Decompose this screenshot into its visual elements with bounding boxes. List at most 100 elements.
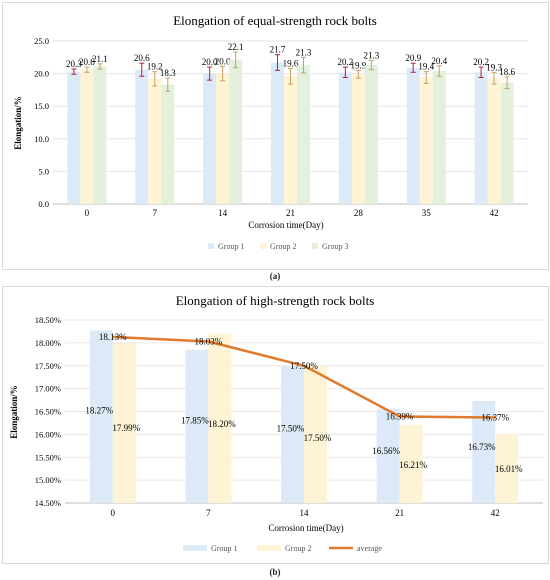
chart-a-bar [297, 65, 310, 205]
chart-a-bar [284, 76, 297, 204]
chart-a-x-tick-label: 14 [218, 208, 228, 218]
chart-b-y-tick-label: 15.00% [35, 475, 61, 485]
chart-b-legend-swatch [183, 545, 207, 551]
chart-b-y-tick-label: 16.00% [35, 429, 61, 439]
chart-b-y-tick-label: 18.50% [35, 315, 61, 325]
chart-a-data-label: 19.2 [147, 62, 163, 72]
chart-a-data-label: 20.3 [66, 59, 82, 69]
chart-a-title: Elongation of equal-strength rock bolts [173, 13, 377, 28]
chart-b-data-label: 16.01% [495, 464, 523, 474]
chart-b-x-tick-label: 21 [395, 508, 404, 518]
chart-a-y-axis-label: Elongation/% [13, 96, 23, 150]
chart-a-data-label: 20.9 [405, 53, 421, 63]
chart-a-bar [216, 73, 230, 204]
chart-b-bar [472, 400, 496, 503]
chart-b-data-label: 17.50% [277, 424, 305, 434]
chart-a-data-label: 20.0 [202, 57, 218, 67]
chart-b-average-line [112, 335, 496, 419]
chart-a-bar [67, 71, 81, 204]
chart-b-y-tick-label: 17.50% [35, 361, 61, 371]
chart-a-data-label: 18.3 [160, 68, 176, 78]
chart-b-data-label: 17.50% [304, 433, 332, 443]
chart-a-bar [406, 67, 420, 205]
chart-a-data-label: 20.0 [215, 56, 231, 66]
chart-b-data-label: 17.99% [112, 423, 140, 433]
chart-b-canvas: Elongation of high-strength rock bolts C… [9, 293, 543, 553]
chart-b-legend-label: Group 2 [285, 544, 311, 553]
chart-a-canvas: Elongation of equal-strength rock bolts … [13, 13, 528, 251]
chart-b-bar [376, 408, 400, 503]
chart-a-legend-swatch [260, 243, 266, 249]
chart-b-bar [112, 343, 136, 503]
chart-b-bar [281, 365, 304, 503]
caption-b: (b) [269, 567, 281, 577]
chart-a-data-label: 20.2 [337, 57, 353, 67]
chart-a-y-tick-label: 5.0 [38, 166, 49, 176]
chart-b-data-label: 17.85% [181, 415, 209, 425]
chart-a-bar [500, 82, 514, 204]
chart-a-data-label: 21.1 [92, 54, 108, 64]
chart-a-data-label: 21.7 [270, 45, 286, 55]
chart-a-data-label: 21.3 [363, 51, 379, 61]
chart-a-bar [229, 59, 243, 204]
chart-b-data-label: 16.21% [399, 460, 427, 470]
chart-a-x-tick-label: 7 [153, 208, 158, 218]
chart-b-legend-label: average [357, 544, 382, 553]
chart-a-y-tick-label: 0.0 [38, 199, 49, 209]
chart-b-data-label: 16.73% [468, 442, 496, 452]
chart-b-x-axis-label: Corrosion time(Day) [268, 523, 343, 533]
chart-b-average-label: 16.37% [481, 412, 509, 422]
chart-a-x-tick-label: 35 [422, 208, 432, 218]
caption-a: (a) [269, 271, 281, 281]
chart-b-title: Elongation of high-strength rock bolts [176, 293, 375, 308]
chart-b-average-label: 18.03% [195, 337, 223, 347]
chart-b-y-tick-label: 14.50% [35, 498, 61, 508]
chart-b-y-tick-label: 18.00% [35, 338, 61, 348]
chart-panel-b: Elongation of high-strength rock bolts C… [2, 286, 549, 564]
chart-a-bar [93, 66, 107, 204]
chart-a-data-label: 20.6 [79, 57, 95, 67]
chart-panel-a: Elongation of equal-strength rock bolts … [2, 2, 549, 270]
chart-a-legend-label: Group 1 [218, 242, 244, 251]
chart-b-y-tick-label: 15.50% [35, 452, 61, 462]
chart-a-x-axis-label: Corrosion time(Day) [248, 220, 323, 230]
chart-a-bar [161, 84, 175, 204]
chart-a-data-label: 19.9 [350, 60, 366, 70]
chart-a-bar [148, 78, 162, 204]
chart-a-y-tick-label: 25.0 [34, 36, 49, 46]
chart-a-data-label: 20.2 [473, 57, 489, 67]
chart-b-x-tick-label: 14 [300, 508, 310, 518]
chart-a-bar [338, 72, 352, 205]
chart-a-bar [419, 77, 433, 204]
chart-a-data-label: 19.6 [283, 58, 299, 68]
chart-b-bar [89, 330, 113, 503]
chart-a-legend-swatch [312, 243, 318, 249]
chart-b-x-tick-label: 42 [491, 508, 500, 518]
chart-b-bar [208, 333, 232, 503]
chart-b-legend-swatch [257, 545, 281, 551]
chart-a-bar [364, 65, 378, 205]
chart-a-bar [271, 62, 284, 205]
chart-a-legend-label: Group 3 [322, 242, 348, 251]
chart-a-legend-swatch [208, 243, 214, 249]
chart-a-bar [432, 70, 446, 204]
chart-b-data-label: 18.20% [208, 419, 236, 429]
chart-b-y-axis-label: Elongation/% [9, 385, 19, 439]
chart-a-data-label: 21.3 [296, 47, 312, 57]
chart-a-data-label: 19.3 [486, 62, 502, 72]
chart-b-bar [399, 424, 423, 503]
chart-a-data-label: 19.4 [418, 62, 434, 72]
chart-b-y-tick-label: 16.50% [35, 407, 61, 417]
chart-a-data-label: 20.6 [134, 53, 150, 63]
chart-a-x-tick-label: 28 [354, 208, 364, 218]
chart-b-bar [495, 433, 519, 503]
chart-b-legend-label: Group 1 [211, 544, 237, 553]
chart-a-y-tick-label: 15.0 [34, 101, 49, 111]
chart-b-average-label: 18.13% [99, 332, 127, 342]
chart-b-x-tick-label: 7 [206, 508, 211, 518]
chart-b-x-tick-label: 0 [111, 508, 116, 518]
chart-a-y-tick-label: 20.0 [34, 69, 49, 79]
chart-a-bar [351, 74, 365, 204]
chart-a-x-tick-label: 42 [490, 208, 499, 218]
chart-a-bar [203, 73, 217, 204]
